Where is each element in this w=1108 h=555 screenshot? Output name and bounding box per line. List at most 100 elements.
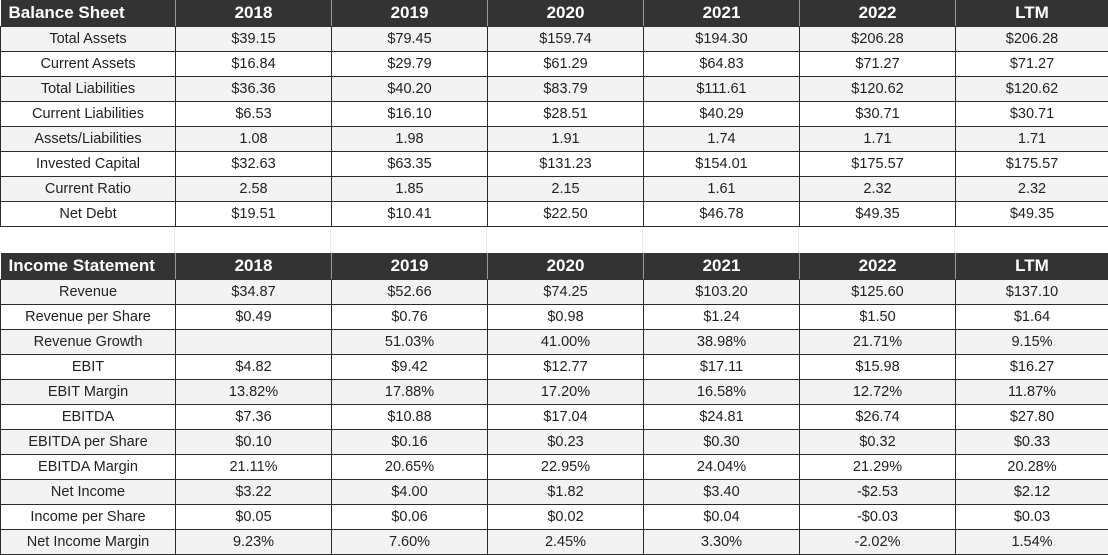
table-cell: $30.71 [956, 102, 1108, 127]
table-cell: $4.00 [332, 480, 488, 505]
table-cell: 1.91 [488, 127, 644, 152]
table-cell: $6.53 [176, 102, 332, 127]
table-cell: -2.02% [800, 530, 956, 555]
column-header-ltm: LTM [956, 253, 1108, 280]
table-cell: $12.77 [488, 355, 644, 380]
table-cell: $64.83 [644, 52, 800, 77]
table-cell: $16.10 [332, 102, 488, 127]
table-cell: -$2.53 [800, 480, 956, 505]
table-row: Revenue per Share$0.49$0.76$0.98$1.24$1.… [1, 305, 1108, 330]
table-cell: $61.29 [488, 52, 644, 77]
table-cell: $19.51 [176, 202, 332, 227]
table-row: Current Liabilities$6.53$16.10$28.51$40.… [1, 102, 1108, 127]
table-cell: $28.51 [488, 102, 644, 127]
table-cell: 1.71 [800, 127, 956, 152]
table-cell: $0.30 [644, 430, 800, 455]
table-cell: $7.36 [176, 405, 332, 430]
column-header-2020: 2020 [488, 0, 644, 27]
table-cell: $103.20 [644, 280, 800, 305]
table-cell: $154.01 [644, 152, 800, 177]
table-cell: 2.58 [176, 177, 332, 202]
row-label: Net Income Margin [1, 530, 176, 555]
table-cell: 1.74 [644, 127, 800, 152]
table-row: EBITDA$7.36$10.88$17.04$24.81$26.74$27.8… [1, 405, 1108, 430]
row-label: Current Assets [1, 52, 176, 77]
row-label: Total Assets [1, 27, 176, 52]
table-cell: $83.79 [488, 77, 644, 102]
table-cell: 1.98 [332, 127, 488, 152]
table-cell: 51.03% [332, 330, 488, 355]
table-cell: $36.36 [176, 77, 332, 102]
table-cell: $26.74 [800, 405, 956, 430]
table-cell: $71.27 [800, 52, 956, 77]
table-cell: $49.35 [956, 202, 1108, 227]
table-cell: $22.50 [488, 202, 644, 227]
table-cell: 20.28% [956, 455, 1108, 480]
balance-sheet-body: Total Assets$39.15$79.45$159.74$194.30$2… [1, 27, 1108, 227]
column-header-2018: 2018 [176, 253, 332, 280]
balance-sheet-title: Balance Sheet [1, 0, 176, 27]
column-header-2021: 2021 [644, 0, 800, 27]
table-cell: $10.88 [332, 405, 488, 430]
column-header-2022: 2022 [800, 0, 956, 27]
column-header-ltm: LTM [956, 0, 1108, 27]
table-cell: $1.64 [956, 305, 1108, 330]
row-label: Total Liabilities [1, 77, 176, 102]
table-cell: 12.72% [800, 380, 956, 405]
table-cell: 13.82% [176, 380, 332, 405]
table-cell: $125.60 [800, 280, 956, 305]
table-cell: 21.11% [176, 455, 332, 480]
table-cell: 16.58% [644, 380, 800, 405]
table-cell: $17.04 [488, 405, 644, 430]
table-cell: $52.66 [332, 280, 488, 305]
income-statement-header-row: Income Statement 2018 2019 2020 2021 202… [1, 253, 1108, 280]
table-cell: $175.57 [800, 152, 956, 177]
table-cell: $0.06 [332, 505, 488, 530]
table-cell: $206.28 [956, 27, 1108, 52]
table-cell: $120.62 [800, 77, 956, 102]
table-cell: $0.76 [332, 305, 488, 330]
table-row: Net Debt$19.51$10.41$22.50$46.78$49.35$4… [1, 202, 1108, 227]
table-row: Income per Share$0.05$0.06$0.02$0.04-$0.… [1, 505, 1108, 530]
table-cell: $34.87 [176, 280, 332, 305]
row-label: Revenue [1, 280, 176, 305]
section-spacer [0, 227, 1108, 253]
column-header-2018: 2018 [176, 0, 332, 27]
table-cell: $3.22 [176, 480, 332, 505]
table-cell: $0.03 [956, 505, 1108, 530]
table-cell: $0.33 [956, 430, 1108, 455]
income-statement-title: Income Statement [1, 253, 176, 280]
row-label: Net Income [1, 480, 176, 505]
table-cell: $0.16 [332, 430, 488, 455]
table-cell: $1.24 [644, 305, 800, 330]
table-cell: $71.27 [956, 52, 1108, 77]
column-header-2019: 2019 [332, 253, 488, 280]
row-label: Invested Capital [1, 152, 176, 177]
table-cell: 2.32 [956, 177, 1108, 202]
table-cell: 1.54% [956, 530, 1108, 555]
table-cell: $0.04 [644, 505, 800, 530]
table-cell: 11.87% [956, 380, 1108, 405]
table-cell: $131.23 [488, 152, 644, 177]
table-cell: $49.35 [800, 202, 956, 227]
table-row: Revenue$34.87$52.66$74.25$103.20$125.60$… [1, 280, 1108, 305]
table-cell: 38.98% [644, 330, 800, 355]
table-cell: $40.20 [332, 77, 488, 102]
row-label: Revenue per Share [1, 305, 176, 330]
table-cell: $1.82 [488, 480, 644, 505]
table-cell: $3.40 [644, 480, 800, 505]
table-cell: 20.65% [332, 455, 488, 480]
table-cell: $32.63 [176, 152, 332, 177]
row-label: Current Liabilities [1, 102, 176, 127]
table-row: EBITDA per Share$0.10$0.16$0.23$0.30$0.3… [1, 430, 1108, 455]
table-row: Total Liabilities$36.36$40.20$83.79$111.… [1, 77, 1108, 102]
row-label: EBIT Margin [1, 380, 176, 405]
table-cell: 21.29% [800, 455, 956, 480]
table-cell [176, 330, 332, 355]
row-label: Assets/Liabilities [1, 127, 176, 152]
